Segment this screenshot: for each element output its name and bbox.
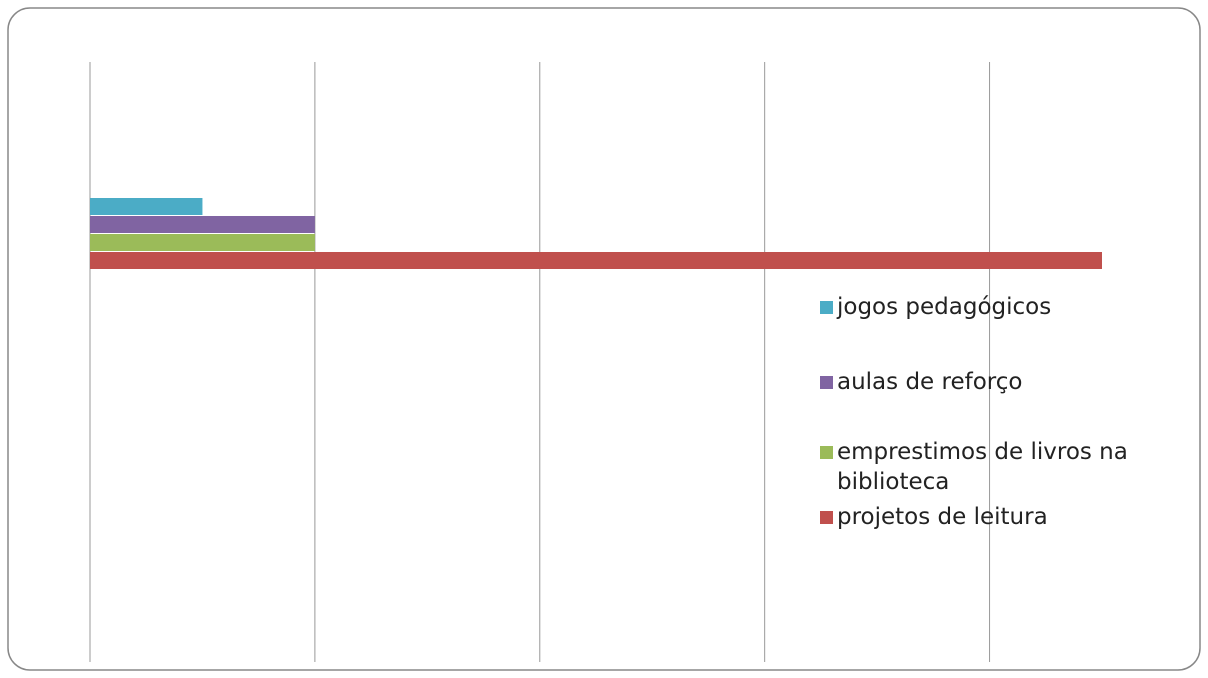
legend-label: aulas de reforço bbox=[837, 369, 1023, 395]
bar bbox=[90, 216, 315, 233]
legend-item: jogos pedagógicos bbox=[820, 292, 1180, 322]
legend-label: emprestimos de livros na biblioteca bbox=[837, 439, 1128, 495]
legend-swatch bbox=[820, 511, 833, 524]
legend-label: projetos de leitura bbox=[837, 504, 1048, 530]
legend-item: projetos de leitura bbox=[820, 502, 1180, 532]
legend-item: emprestimos de livros na biblioteca bbox=[820, 437, 1180, 497]
legend-swatch bbox=[820, 446, 833, 459]
legend-item: aulas de reforço bbox=[820, 367, 1180, 397]
bar bbox=[90, 234, 315, 251]
chart-border bbox=[7, 7, 1201, 671]
legend-swatch bbox=[820, 301, 833, 314]
legend-swatch bbox=[820, 376, 833, 389]
bar bbox=[90, 252, 1102, 269]
bar bbox=[90, 198, 203, 215]
legend-label: jogos pedagógicos bbox=[837, 294, 1052, 320]
